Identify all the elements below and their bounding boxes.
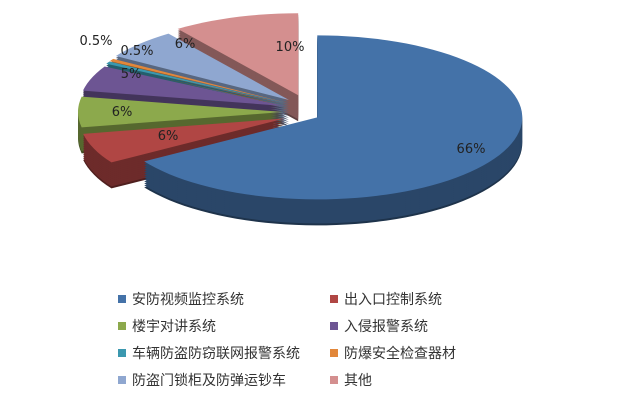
pie-slice (115, 33, 289, 100)
data-label: 6% (175, 37, 196, 52)
legend-swatch (118, 376, 126, 384)
legend-label: 出入口控制系统 (344, 292, 442, 308)
legend-item: 车辆防盗防窃联网报警系统 (118, 344, 330, 362)
pie-slice (82, 66, 285, 107)
data-label: 0.5% (79, 34, 112, 49)
data-label: 6% (158, 129, 179, 144)
legend-swatch (330, 322, 338, 330)
legend-label: 防爆安全检查器材 (344, 346, 456, 362)
legend-label: 楼宇对讲系统 (132, 319, 216, 335)
legend-label: 安防视频监控系统 (132, 292, 244, 308)
legend-item: 防爆安全检查器材 (330, 344, 530, 362)
legend-item: 楼宇对讲系统 (118, 317, 330, 335)
pie-slice (83, 118, 285, 163)
legend-item: 入侵报警系统 (330, 317, 530, 335)
legend-swatch (330, 376, 338, 384)
legend-swatch (118, 349, 126, 357)
legend-item: 安防视频监控系统 (118, 290, 330, 308)
data-label: 10% (276, 40, 305, 55)
data-label: 5% (121, 67, 142, 82)
legend-item: 防盗门锁柜及防弹运钞车 (118, 371, 330, 389)
pie-chart: 66% 6% 6% 5% 0.5% 0.5% 6% 10% (78, 13, 523, 226)
legend-swatch (118, 295, 126, 303)
data-label: 66% (457, 142, 486, 157)
legend-label: 防盗门锁柜及防弹运钞车 (132, 373, 286, 389)
legend-swatch (330, 349, 338, 357)
data-label: 6% (112, 105, 133, 120)
pie-slice (78, 96, 283, 128)
legend-item: 出入口控制系统 (330, 290, 530, 308)
legend-swatch (330, 295, 338, 303)
pie-slice (144, 35, 523, 200)
data-label: 0.5% (120, 44, 153, 59)
legend-label: 车辆防盗防窃联网报警系统 (132, 346, 300, 362)
pie-slice (106, 61, 286, 104)
legend-item: 其他 (330, 371, 530, 389)
pie-slice (177, 13, 299, 96)
legend-label: 入侵报警系统 (344, 319, 428, 335)
legend: 安防视频监控系统 出入口控制系统 楼宇对讲系统 入侵报警系统 车辆防盗防窃联网报警系统防… (118, 290, 538, 389)
legend-swatch (118, 322, 126, 330)
pie-slice (109, 58, 287, 103)
legend-label: 其他 (344, 373, 372, 389)
slice-side (106, 63, 286, 106)
